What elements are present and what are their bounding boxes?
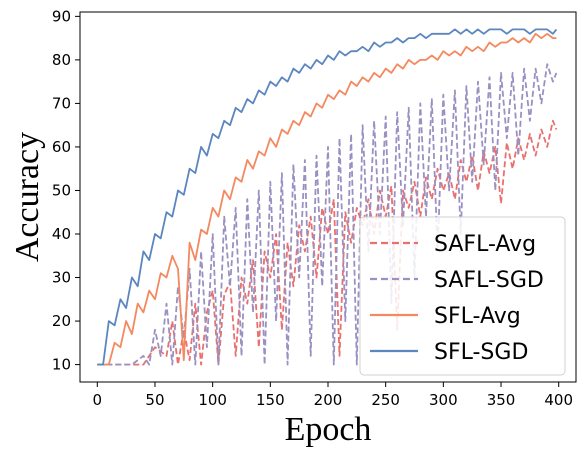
- legend: SAFL-Avg SAFL-SGD SFL-Avg SFL-SGD: [359, 216, 566, 376]
- y-tick-label: 60: [52, 138, 71, 156]
- y-tick-label: 50: [52, 181, 71, 199]
- y-tick-label: 90: [52, 7, 71, 25]
- series-line-safl-avg: [97, 119, 558, 366]
- series-line-safl-sgd: [97, 63, 558, 366]
- y-tick-label: 80: [52, 51, 71, 69]
- y-tick-label: 40: [52, 225, 71, 243]
- y-tick-label: 30: [52, 269, 71, 287]
- y-axis: 10 20 30 40 50 60 70 80 90: [52, 7, 80, 374]
- y-tick-label: 70: [52, 94, 71, 112]
- x-tick-label: 200: [314, 391, 343, 409]
- x-tick-label: 300: [429, 391, 458, 409]
- series-line-sfl-sgd: [97, 28, 558, 366]
- x-tick-label: 400: [544, 391, 573, 409]
- series-line-sfl-avg: [97, 32, 557, 366]
- x-tick-label: 100: [198, 391, 227, 409]
- x-tick-label: 50: [145, 391, 164, 409]
- legend-label: SAFL-SGD: [434, 268, 544, 293]
- x-axis-title: Epoch: [285, 411, 372, 448]
- plot-lines: [97, 28, 558, 366]
- x-tick-label: 250: [371, 391, 400, 409]
- y-axis-title: Accuracy: [9, 132, 46, 262]
- x-tick-label: 350: [487, 391, 516, 409]
- legend-label: SAFL-Avg: [434, 232, 536, 257]
- x-tick-label: 0: [93, 391, 103, 409]
- legend-label: SFL-SGD: [434, 340, 528, 365]
- legend-box: [359, 216, 566, 376]
- x-tick-label: 150: [256, 391, 285, 409]
- legend-label: SFL-Avg: [434, 304, 521, 329]
- x-axis: 0 50 100 150 200 250 300 350 400: [93, 382, 573, 409]
- y-tick-label: 10: [52, 356, 71, 374]
- y-tick-label: 20: [52, 312, 71, 330]
